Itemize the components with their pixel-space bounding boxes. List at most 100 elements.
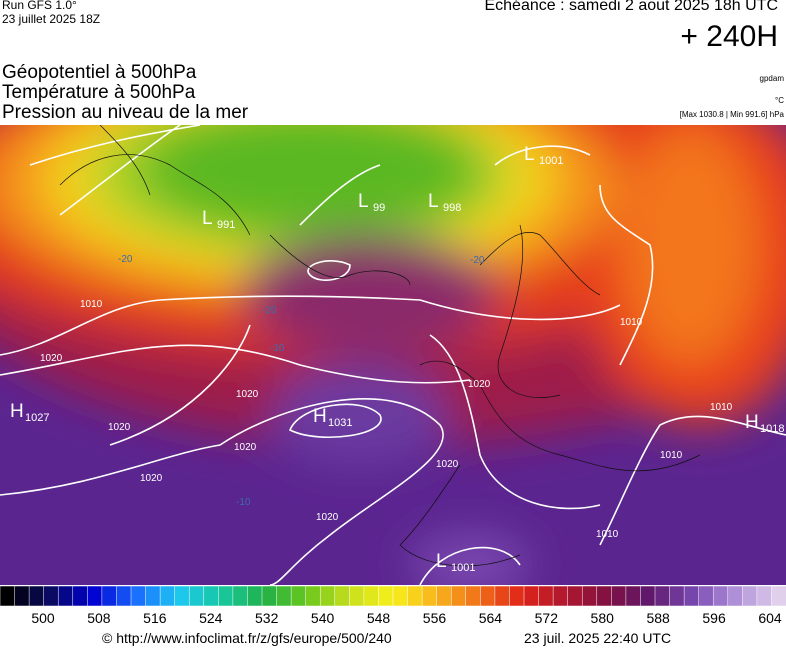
colorbar-swatch	[654, 586, 671, 607]
temperature-label: -10	[270, 343, 285, 354]
colorbar-tick-label: 604	[758, 610, 782, 626]
colorbar-swatch	[203, 586, 220, 607]
colorbar-tick-label: 540	[311, 610, 335, 626]
colorbar-tick-label: 548	[367, 610, 391, 626]
colorbar-swatch	[363, 586, 380, 607]
colorbar-tick-label: 508	[87, 610, 111, 626]
colorbar-swatch	[727, 586, 744, 607]
colorbar-tick-label: 564	[479, 610, 503, 626]
colorbar-tick-label: 580	[591, 610, 615, 626]
pressure-value: 998	[443, 202, 461, 214]
colorbar-swatch	[392, 586, 409, 607]
isobar-label: 1010	[660, 450, 683, 461]
colorbar-swatch	[552, 586, 569, 607]
colorbar-swatch	[174, 586, 190, 607]
footer-timestamp: 23 juil. 2025 22:40 UTC	[524, 630, 672, 646]
title-1: Géopotentiel à 500hPa	[2, 62, 197, 83]
colorbar-swatch	[378, 586, 394, 607]
colorbar-swatch	[611, 586, 627, 607]
temperature-label: -20	[262, 305, 277, 316]
colorbar-swatch	[523, 586, 540, 607]
colorbar-swatch	[43, 586, 59, 607]
forecast: Echéance : samedi 2 aout 2025 18h UTC	[484, 0, 778, 14]
colorbar-swatch	[188, 586, 205, 607]
isobars	[0, 125, 786, 585]
pressure-value: 1001	[539, 155, 563, 167]
colorbar-swatch	[57, 586, 74, 607]
colorbar-swatch	[218, 586, 234, 607]
colorbar-swatch	[145, 586, 161, 607]
pressure-letter: H	[313, 406, 327, 427]
isobar-label: 1010	[620, 317, 643, 328]
isobar-label: 1010	[80, 299, 103, 310]
colorbar-tick-label: 524	[199, 610, 223, 626]
colorbar-tick-label: 572	[535, 610, 559, 626]
pressure-letter: L	[428, 191, 439, 212]
colorbar-swatch	[742, 586, 758, 607]
isobar-label: 1020	[108, 422, 131, 433]
colorbar-swatch	[116, 586, 132, 607]
pressure-value: 1031	[328, 417, 352, 429]
colorbar-swatch	[669, 586, 685, 607]
temperature-label: -20	[470, 255, 485, 266]
run: Run GFS 1.0°	[2, 0, 77, 12]
colorbar-tick-label: 596	[702, 610, 726, 626]
colorbar-swatch	[334, 586, 351, 607]
colorbar-swatch	[465, 586, 482, 607]
colorbar-swatch	[290, 586, 307, 607]
colorbar-swatch	[87, 586, 103, 607]
unit-temperature: °C	[775, 96, 784, 105]
colorbar-swatch	[130, 586, 147, 607]
colorbar-swatch	[698, 586, 714, 607]
pressure-letter: L	[436, 551, 447, 572]
pressure-letter: H	[10, 401, 24, 422]
colorbar-tick-label: 532	[255, 610, 279, 626]
colorbar-swatch	[538, 586, 554, 607]
pressure-letter: L	[202, 208, 213, 229]
colorbar-swatch	[625, 586, 642, 607]
lead-time: + 240H	[680, 20, 778, 53]
title-3: Pression au niveau de la mer	[2, 102, 249, 123]
isobar-label: 1010	[596, 529, 619, 540]
unit-geopotential: gpdam	[759, 74, 784, 83]
colorbar-swatch	[581, 586, 598, 607]
pressure-letter: L	[524, 144, 535, 165]
pressure-value: 1018	[760, 423, 784, 435]
field	[0, 125, 786, 585]
colorbar-swatch	[509, 586, 525, 607]
pressure-letter: L	[358, 191, 369, 212]
colorbar-swatch	[319, 586, 336, 607]
isobar-label: 1020	[140, 473, 163, 484]
pressure-value: 1001	[451, 562, 475, 574]
colorbar-swatch	[756, 586, 773, 607]
isobar-label: 1020	[40, 353, 63, 364]
temperature-label: -10	[236, 497, 251, 508]
colorbar-swatch	[596, 586, 613, 607]
colorbar-swatch	[640, 586, 656, 607]
colorbar-swatch	[14, 586, 30, 607]
colorbar-swatch	[28, 586, 45, 607]
pressure-value: 991	[217, 219, 235, 231]
colorbar-swatch	[261, 586, 278, 607]
colorbar-tick-label: 588	[646, 610, 670, 626]
colorbar-swatch	[407, 586, 423, 607]
colorbar-swatch	[276, 586, 292, 607]
coastlines	[59, 125, 701, 567]
unit-pressure: [Max 1030.8 | Min 991.6] hPa	[679, 110, 784, 119]
colorbar-swatch	[101, 586, 118, 607]
temperature-label: -20	[118, 254, 133, 265]
isobar-label: 1020	[316, 512, 339, 523]
colorbar-swatch	[0, 586, 16, 607]
colorbar-swatch	[567, 586, 583, 607]
isobar-label: 1020	[436, 459, 459, 470]
pressure-letter: H	[745, 412, 759, 433]
colorbar-swatch	[480, 586, 496, 607]
colorbar-tick-label: 516	[143, 610, 167, 626]
colorbar-tick-label: 556	[423, 610, 447, 626]
colorbar-swatch	[247, 586, 263, 607]
colorbar-swatch	[349, 586, 365, 607]
colorbar-swatch	[436, 586, 452, 607]
colorbar-swatch	[232, 586, 249, 607]
